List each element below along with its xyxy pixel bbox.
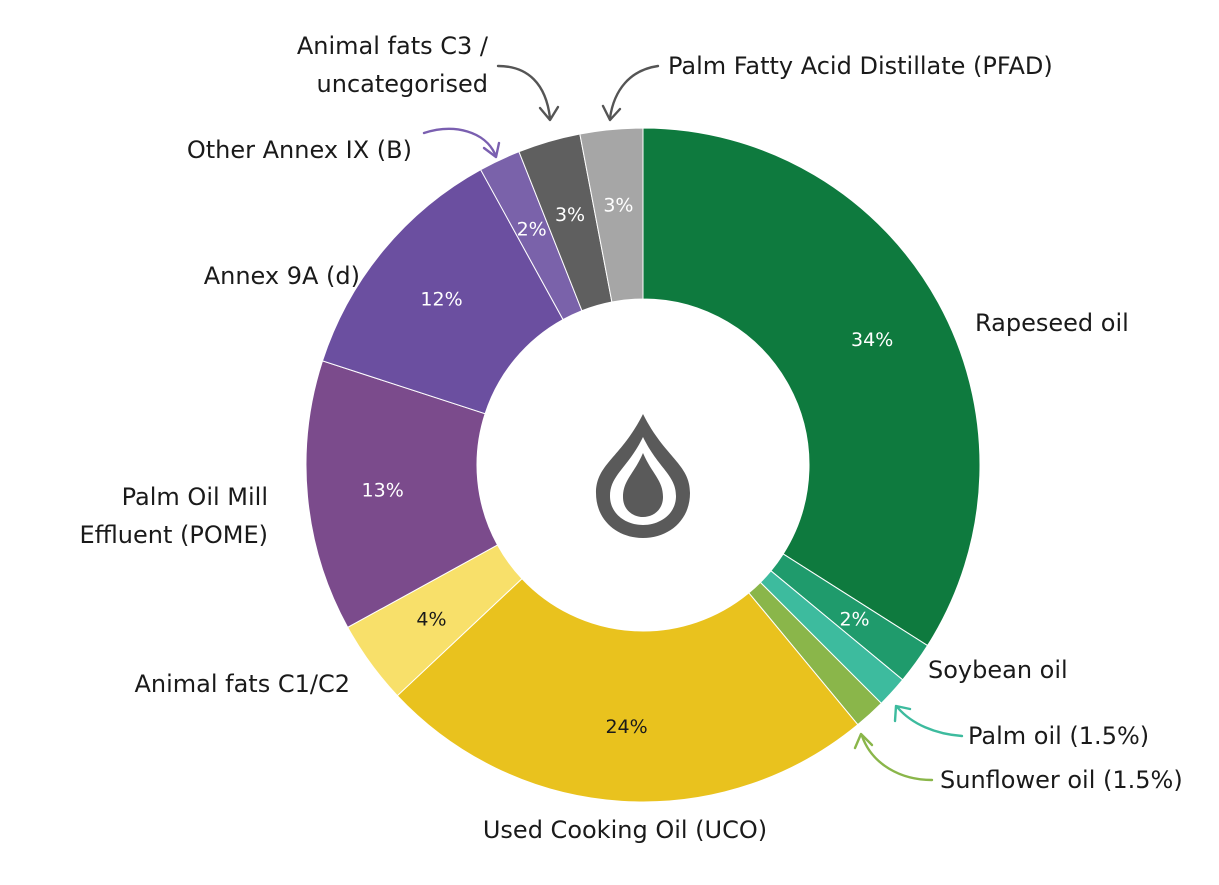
pct-label-5: 4% [416,609,446,631]
label-other-annex-ix: Other Annex IX (B) [187,136,412,164]
label-animal-fats-c3-line2: uncategorised [317,70,488,98]
label-sunflower-oil: Sunflower oil (1.5%) [940,766,1183,794]
percent-labels-layer: 34% 2% 24% 4% 13% 12% 2% 3% 3% [362,195,894,738]
slice-rapeseed-oil [642,127,981,647]
label-used-cooking-oil: Used Cooking Oil (UCO) [483,816,767,844]
arrow-sunflower-oil [853,732,934,782]
label-animal-fats-c3-line1: Animal fats C3 / [297,32,489,60]
pct-label-10: 3% [603,195,633,217]
label-palm-oil: Palm oil (1.5%) [968,722,1149,750]
label-annex-9a: Annex 9A (d) [204,262,360,290]
slices-layer [305,127,981,803]
slice-palm-fatty-acid-distillate-pfad [579,127,644,303]
slice-used-cooking-oil-uco [396,577,859,803]
label-animal-fats-c1c2: Animal fats C1/C2 [134,670,350,698]
label-rapeseed-oil: Rapeseed oil [975,309,1129,337]
label-soybean-oil: Soybean oil [928,656,1068,684]
arrow-other-annex-ix [422,127,501,159]
pct-label-0: 34% [851,329,893,351]
arrow-animal-fats-c3 [496,64,560,122]
oil-drop-icon [596,414,690,538]
arrow-pfad [601,64,660,122]
pct-label-1: 2% [839,609,869,631]
pct-label-9: 3% [555,204,585,226]
label-pome-line1: Palm Oil Mill [122,483,268,511]
pct-label-8: 2% [517,218,547,240]
pct-label-7: 12% [420,288,462,310]
arrow-palm-oil [893,704,964,738]
label-pfad: Palm Fatty Acid Distillate (PFAD) [668,52,1053,80]
slice-annex-9a-d [321,169,564,415]
pct-label-4: 24% [605,716,647,738]
label-pome-line2: Effluent (POME) [79,521,268,549]
pct-label-6: 13% [362,480,404,502]
slice-palm-oil-mill-effluent-pome [305,360,499,629]
